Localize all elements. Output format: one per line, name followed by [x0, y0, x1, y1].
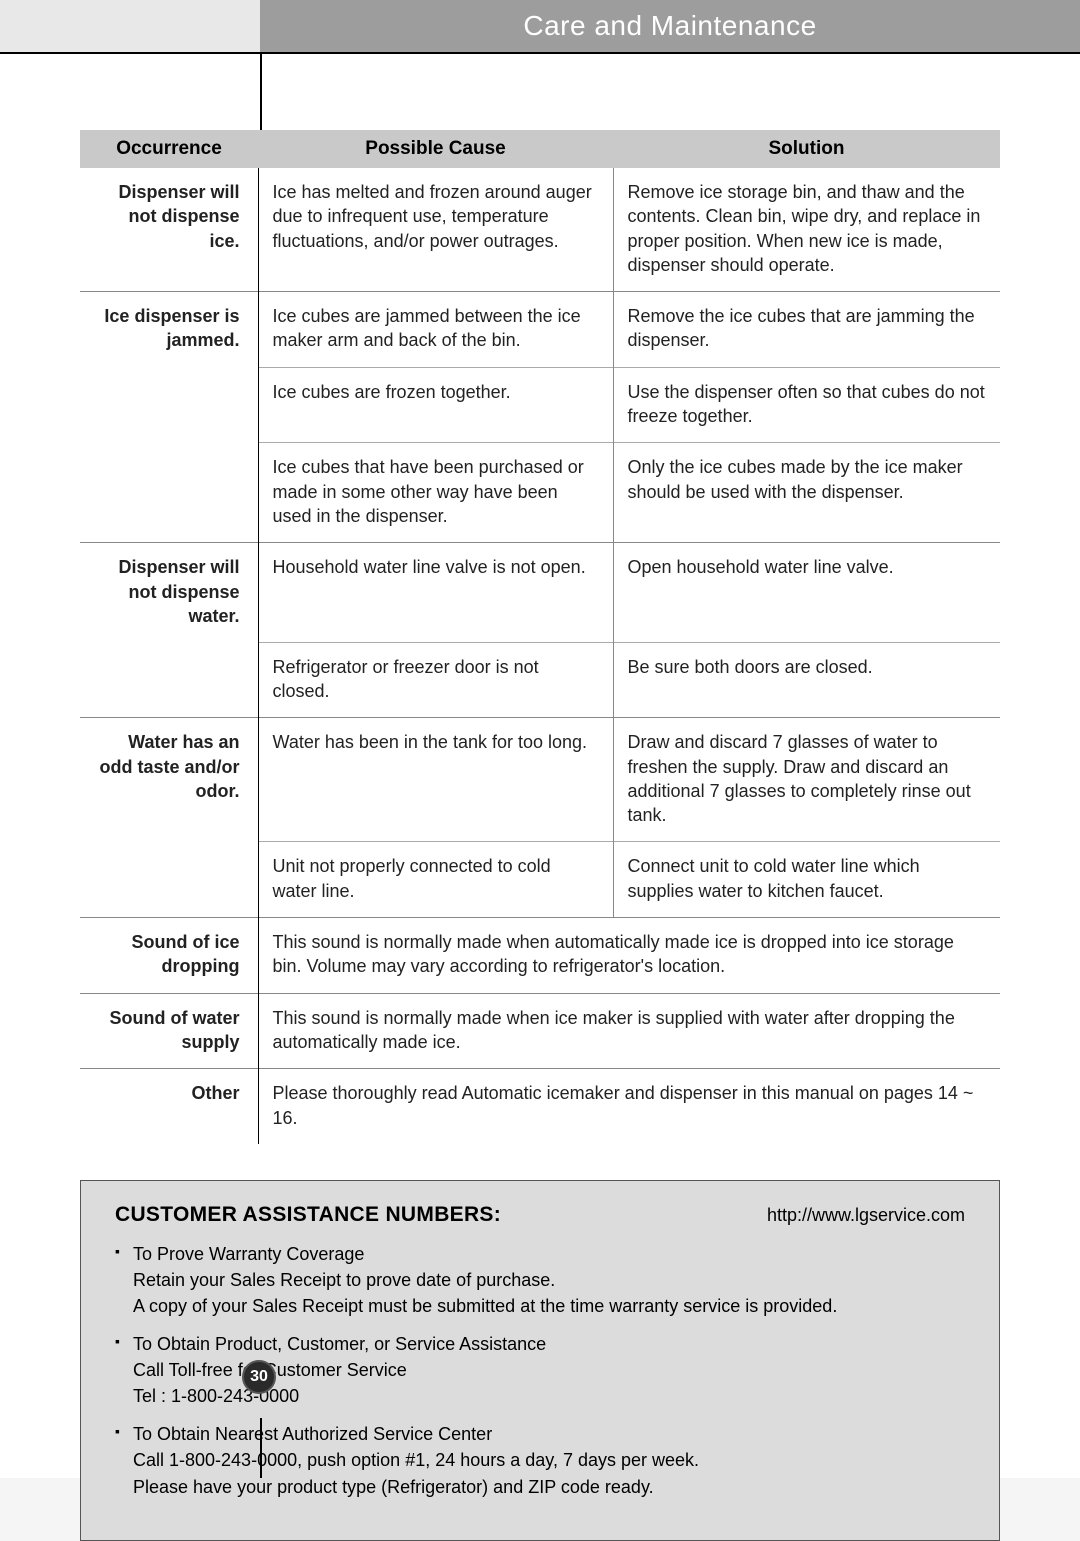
cause-cell: Refrigerator or freezer door is not clos…	[258, 642, 613, 718]
assistance-header: CUSTOMER ASSISTANCE NUMBERS: http://www.…	[115, 1203, 965, 1227]
occurrence-cell: Sound of ice dropping	[80, 918, 258, 994]
table-row: Water has an odd taste and/or odor. Wate…	[80, 718, 1000, 842]
table-row: Unit not properly connected to cold wate…	[80, 842, 1000, 918]
merged-cell: Please thoroughly read Automatic icemake…	[258, 1069, 1000, 1144]
solution-cell: Connect unit to cold water line which su…	[613, 842, 1000, 918]
top-left-accent	[0, 0, 260, 52]
table-row: Other Please thoroughly read Automatic i…	[80, 1069, 1000, 1144]
solution-cell: Be sure both doors are closed.	[613, 642, 1000, 718]
col-solution: Solution	[613, 130, 1000, 168]
occurrence-cell: Water has an odd taste and/or odor.	[80, 718, 258, 842]
solution-cell: Draw and discard 7 glasses of water to f…	[613, 718, 1000, 842]
col-occurrence: Occurrence	[80, 130, 258, 168]
header-band: Care and Maintenance	[260, 0, 1080, 52]
merged-cell: This sound is normally made when automat…	[258, 918, 1000, 994]
merged-cell: This sound is normally made when ice mak…	[258, 993, 1000, 1069]
customer-assistance-box: CUSTOMER ASSISTANCE NUMBERS: http://www.…	[80, 1180, 1000, 1541]
page: Care and Maintenance Occurrence Possible…	[0, 0, 1080, 1478]
assistance-url: http://www.lgservice.com	[767, 1205, 965, 1226]
assistance-item: To Obtain Nearest Authorized Service Cen…	[115, 1421, 965, 1499]
page-number: 30	[242, 1360, 276, 1394]
solution-cell: Open household water line valve.	[613, 543, 1000, 642]
cause-cell: Water has been in the tank for too long.	[258, 718, 613, 842]
occurrence-cell	[80, 367, 258, 443]
occurrence-cell: Ice dispenser is jammed.	[80, 292, 258, 368]
table-row: Ice cubes that have been purchased or ma…	[80, 443, 1000, 543]
vertical-divider-bottom	[260, 1418, 262, 1478]
solution-cell: Only the ice cubes made by the ice maker…	[613, 443, 1000, 543]
table-row: Refrigerator or freezer door is not clos…	[80, 642, 1000, 718]
solution-cell: Remove the ice cubes that are jamming th…	[613, 292, 1000, 368]
occurrence-cell: Dispenser will not dispense ice.	[80, 168, 258, 292]
solution-cell: Remove ice storage bin, and thaw and the…	[613, 168, 1000, 292]
cause-cell: Ice cubes are jammed between the ice mak…	[258, 292, 613, 368]
occurrence-cell	[80, 842, 258, 918]
cause-cell: Ice has melted and frozen around auger d…	[258, 168, 613, 292]
table-row: Dispenser will not dispense water. House…	[80, 543, 1000, 642]
table-row: Ice cubes are frozen together. Use the d…	[80, 367, 1000, 443]
page-number-badge: 30	[242, 1360, 280, 1398]
occurrence-cell: Sound of water supply	[80, 993, 258, 1069]
horizontal-rule	[0, 52, 1080, 54]
col-cause: Possible Cause	[258, 130, 613, 168]
cause-cell: Ice cubes that have been purchased or ma…	[258, 443, 613, 543]
table-row: Dispenser will not dispense ice. Ice has…	[80, 168, 1000, 292]
cause-cell: Unit not properly connected to cold wate…	[258, 842, 613, 918]
table-header-row: Occurrence Possible Cause Solution	[80, 130, 1000, 168]
troubleshooting-table: Occurrence Possible Cause Solution Dispe…	[80, 130, 1000, 1144]
section-title: Care and Maintenance	[523, 10, 816, 42]
occurrence-cell	[80, 642, 258, 718]
cause-cell: Ice cubes are frozen together.	[258, 367, 613, 443]
occurrence-cell	[80, 443, 258, 543]
table-row: Ice dispenser is jammed. Ice cubes are j…	[80, 292, 1000, 368]
assistance-title: CUSTOMER ASSISTANCE NUMBERS:	[115, 1203, 501, 1227]
content-area: Occurrence Possible Cause Solution Dispe…	[80, 130, 1000, 1541]
vertical-divider-top	[260, 52, 262, 132]
cause-cell: Household water line valve is not open.	[258, 543, 613, 642]
solution-cell: Use the dispenser often so that cubes do…	[613, 367, 1000, 443]
table-row: Sound of ice dropping This sound is norm…	[80, 918, 1000, 994]
table-row: Sound of water supply This sound is norm…	[80, 993, 1000, 1069]
occurrence-cell: Dispenser will not dispense water.	[80, 543, 258, 642]
occurrence-cell: Other	[80, 1069, 258, 1144]
assistance-item: To Prove Warranty CoverageRetain your Sa…	[115, 1241, 965, 1319]
